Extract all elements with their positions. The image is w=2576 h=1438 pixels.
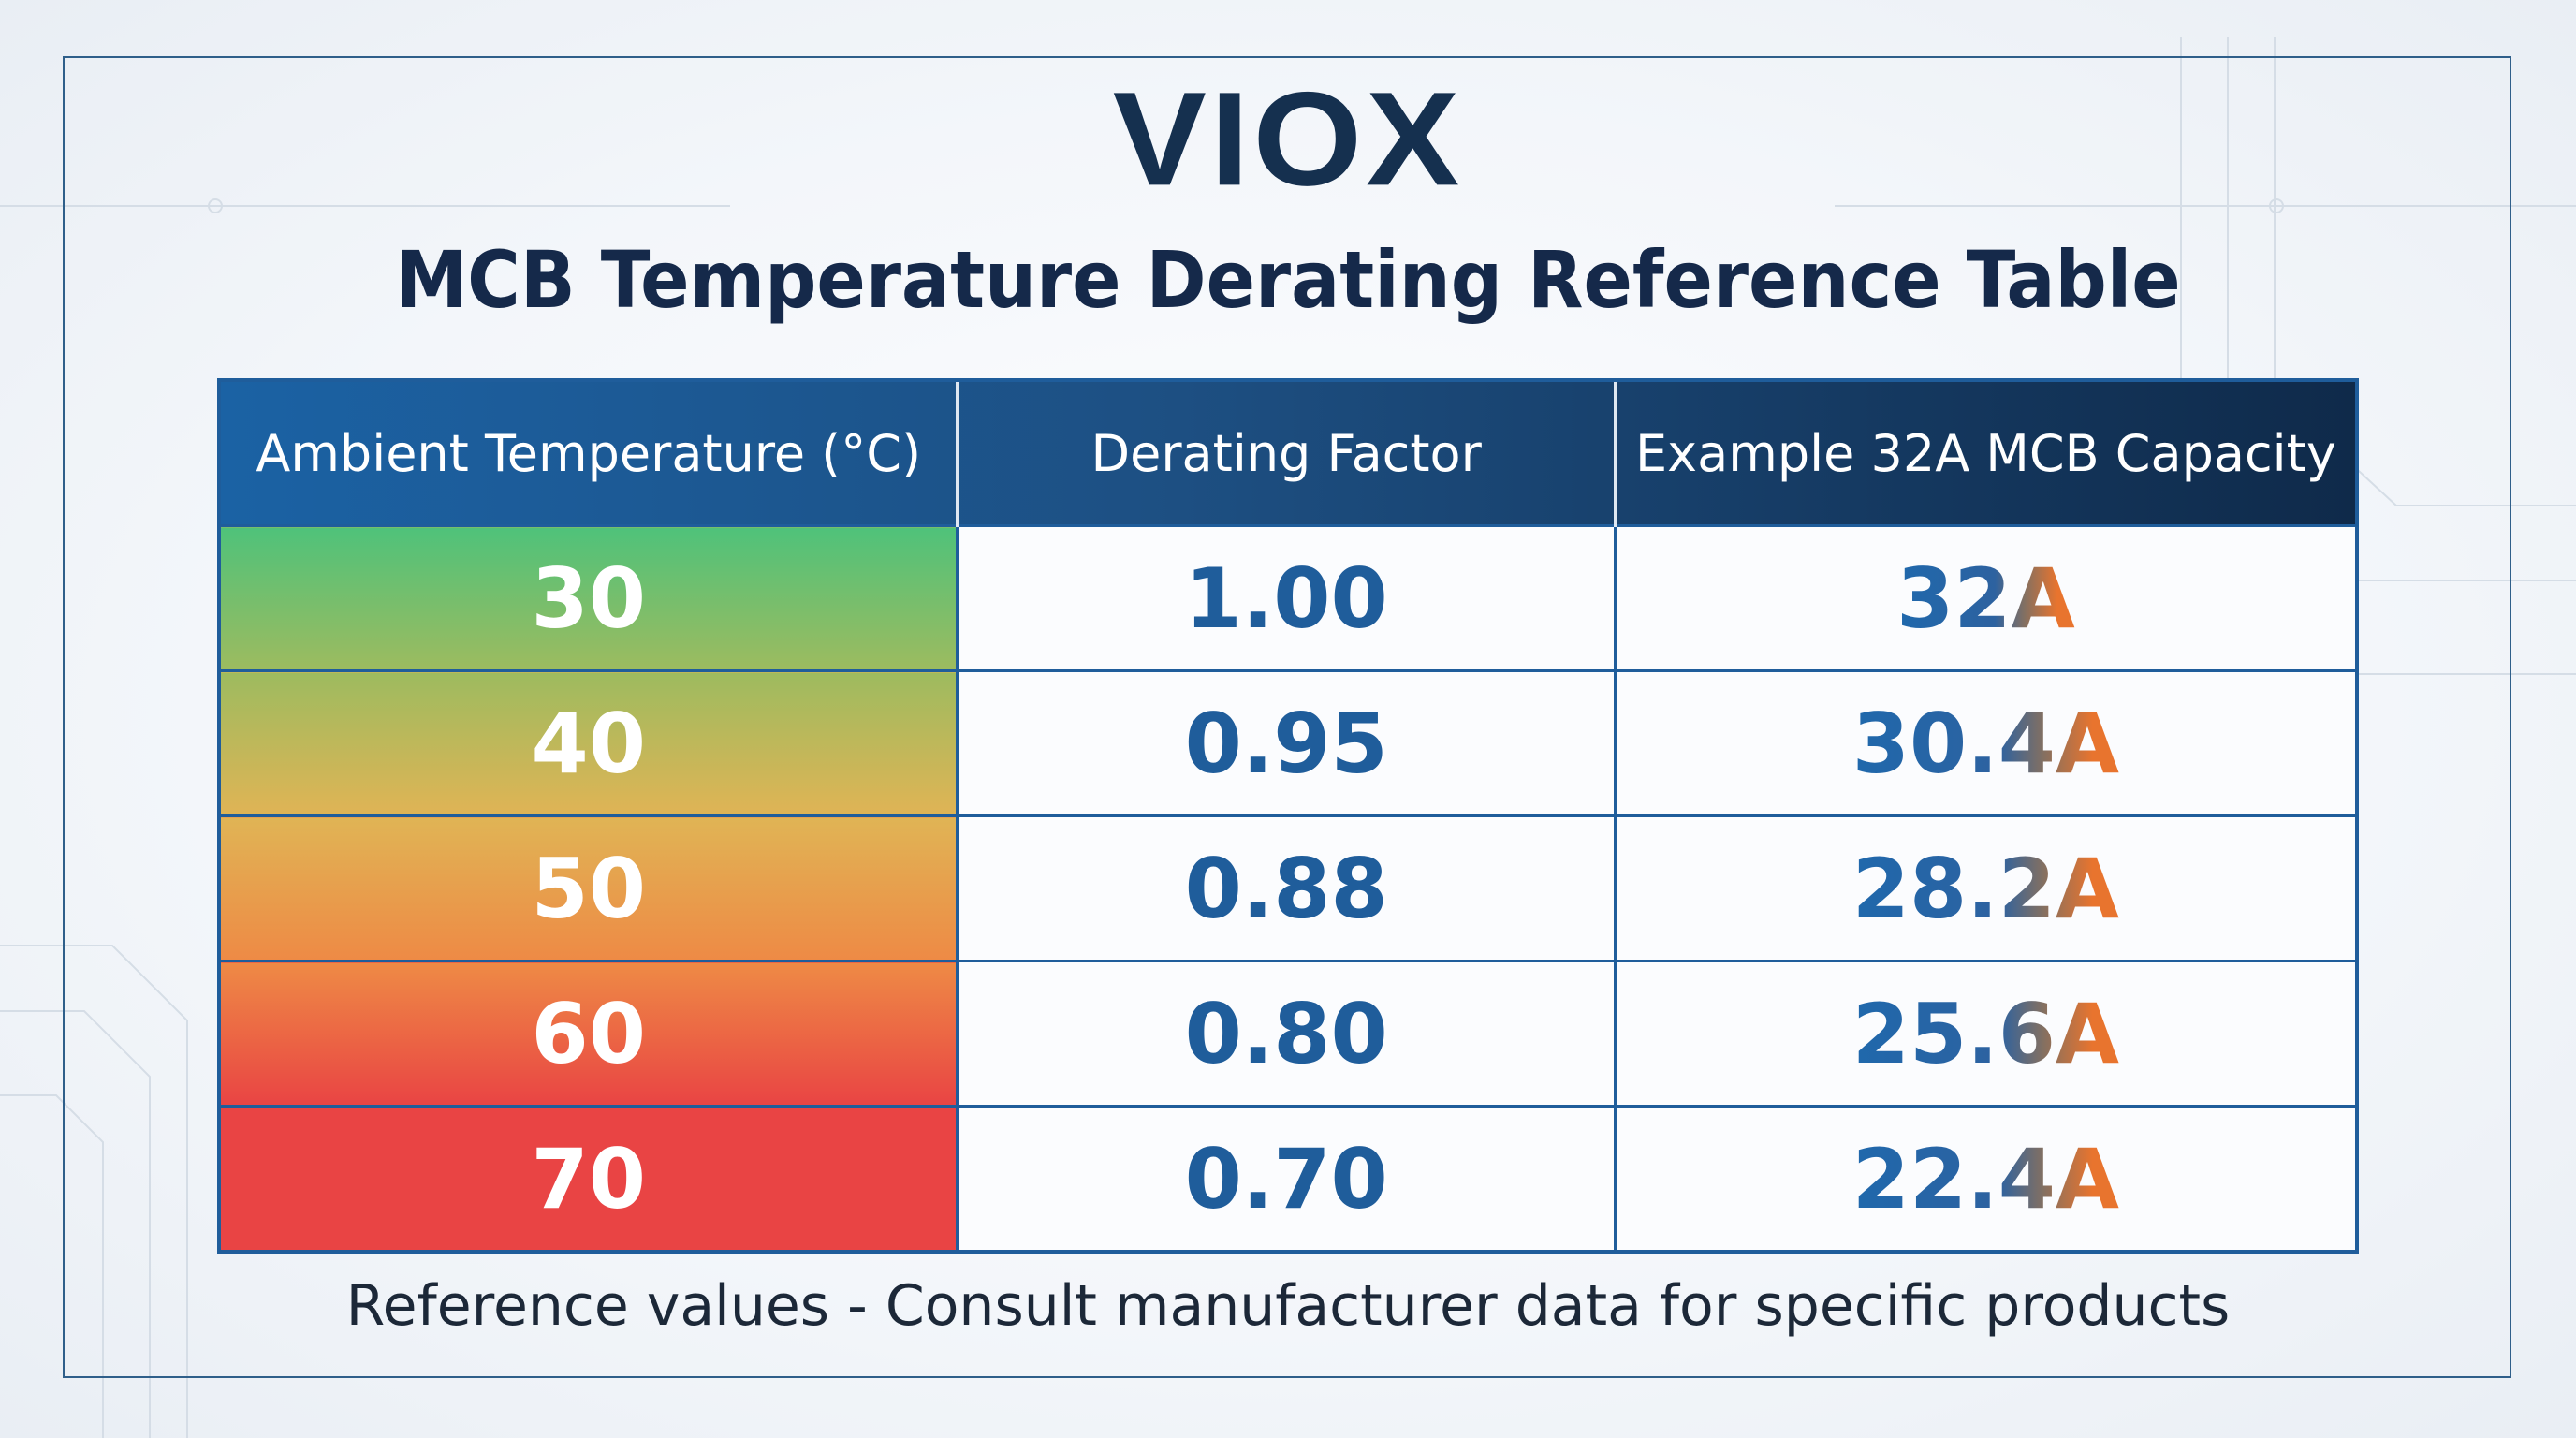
capacity-value: 32A — [1896, 550, 2075, 647]
temperature-cell: 30 — [217, 524, 959, 672]
header-ambient-temperature: Ambient Temperature (°C) — [256, 423, 922, 483]
temperature-value: 30 — [531, 550, 646, 647]
capacity-value: 25.6A — [1852, 985, 2120, 1082]
content-frame — [63, 56, 2511, 1378]
temperature-cell: 70 — [217, 1105, 959, 1254]
factor-cell: 0.95 — [956, 669, 1617, 817]
table-row: 50 0.88 28.2A — [217, 814, 2359, 962]
temperature-value: 60 — [531, 985, 646, 1082]
capacity-value: 22.4A — [1852, 1130, 2120, 1227]
factor-value: 0.88 — [1184, 840, 1388, 937]
table-row: 30 1.00 32A — [217, 524, 2359, 672]
factor-cell: 0.70 — [956, 1105, 1617, 1254]
factor-value: 0.70 — [1184, 1130, 1388, 1227]
temperature-cell: 50 — [217, 814, 959, 962]
table-header-row: Ambient Temperature (°C) Derating Factor… — [219, 380, 2357, 526]
temperature-cell: 40 — [217, 669, 959, 817]
factor-cell: 0.88 — [956, 814, 1617, 962]
header-example-capacity: Example 32A MCB Capacity — [1613, 380, 2357, 526]
header-derating-factor: Derating Factor — [956, 380, 1616, 526]
temperature-value: 50 — [531, 840, 646, 937]
capacity-cell: 30.4A — [1613, 669, 2359, 817]
capacity-cell: 32A — [1613, 524, 2359, 672]
temperature-cell: 60 — [217, 960, 959, 1108]
derating-table: Ambient Temperature (°C) Derating Factor… — [217, 378, 2359, 1254]
temperature-value: 40 — [531, 695, 646, 792]
capacity-cell: 25.6A — [1613, 960, 2359, 1108]
capacity-cell: 22.4A — [1613, 1105, 2359, 1254]
table-row: 60 0.80 25.6A — [217, 960, 2359, 1108]
factor-value: 1.00 — [1184, 550, 1388, 647]
table-row: 70 0.70 22.4A — [217, 1105, 2359, 1254]
capacity-value: 30.4A — [1852, 695, 2120, 792]
factor-value: 0.80 — [1184, 985, 1388, 1082]
factor-cell: 0.80 — [956, 960, 1617, 1108]
footer-note: Reference values - Consult manufacturer … — [345, 1273, 2231, 1339]
factor-value: 0.95 — [1184, 695, 1388, 792]
page-title: MCB Temperature Derating Reference Table — [395, 234, 2181, 326]
capacity-cell: 28.2A — [1613, 814, 2359, 962]
capacity-value: 28.2A — [1852, 840, 2120, 937]
factor-cell: 1.00 — [956, 524, 1617, 672]
viox-logo: VIOX — [1112, 64, 1464, 213]
table-row: 40 0.95 30.4A — [217, 669, 2359, 817]
temperature-value: 70 — [531, 1130, 646, 1227]
